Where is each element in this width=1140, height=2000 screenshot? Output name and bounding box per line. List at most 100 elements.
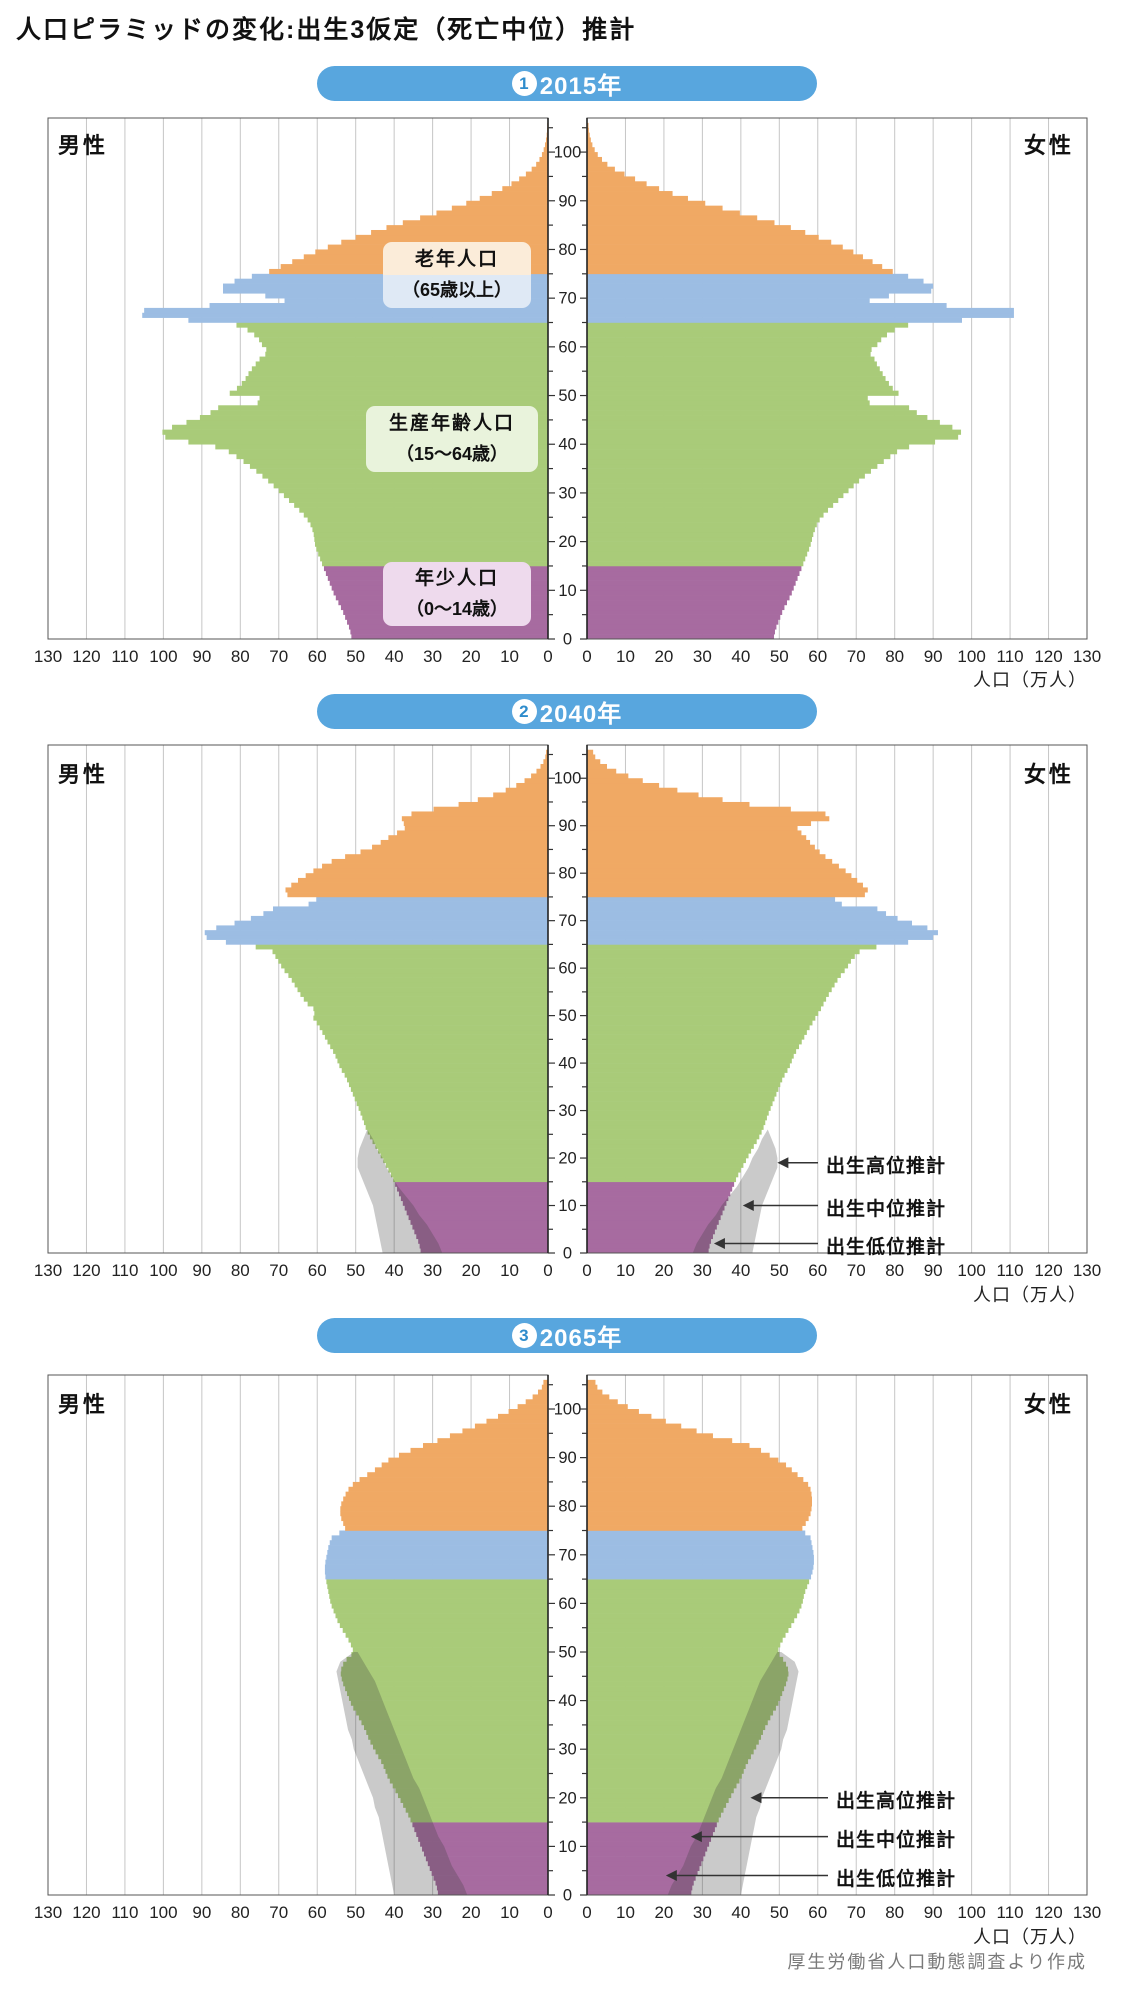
svg-text:70: 70 — [269, 1261, 288, 1280]
svg-text:40: 40 — [385, 1261, 404, 1280]
svg-text:20: 20 — [462, 1903, 481, 1922]
svg-text:130: 130 — [34, 647, 62, 666]
svg-text:110: 110 — [997, 1903, 1024, 1922]
svg-text:120: 120 — [1034, 647, 1062, 666]
svg-text:70: 70 — [847, 1903, 866, 1922]
page-title: 人口ピラミッドの変化:出生3仮定（死亡中位）推計 — [16, 16, 637, 44]
svg-text:20: 20 — [462, 647, 481, 666]
svg-text:10: 10 — [558, 1197, 576, 1215]
svg-text:10: 10 — [500, 647, 519, 666]
svg-text:120: 120 — [1034, 1903, 1062, 1922]
annotation-high-birth-2040: 出生高位推計 — [826, 1155, 947, 1177]
pop-axis-label-chart2: 人口（万人） — [973, 1285, 1087, 1305]
svg-text:90: 90 — [558, 192, 576, 210]
annotation-high-birth-2065: 出生高位推計 — [836, 1790, 957, 1812]
svg-text:50: 50 — [346, 1261, 365, 1280]
svg-text:20: 20 — [558, 1150, 576, 1168]
svg-text:0: 0 — [582, 1261, 591, 1280]
svg-text:40: 40 — [731, 1261, 750, 1280]
male-label-chart1: 男性 — [58, 133, 109, 158]
svg-text:0: 0 — [582, 647, 591, 666]
svg-text:90: 90 — [558, 1449, 576, 1467]
badge-2040: 2 2040年 — [317, 694, 817, 729]
svg-text:40: 40 — [558, 1055, 576, 1073]
svg-text:60: 60 — [308, 1903, 327, 1922]
svg-text:80: 80 — [885, 1261, 904, 1280]
svg-text:0: 0 — [563, 1887, 572, 1905]
svg-text:30: 30 — [693, 647, 712, 666]
svg-text:30: 30 — [558, 1102, 576, 1120]
svg-text:70: 70 — [269, 1903, 288, 1922]
svg-text:130: 130 — [34, 1261, 62, 1280]
svg-text:60: 60 — [808, 1261, 827, 1280]
svg-text:50: 50 — [770, 647, 789, 666]
legend-line2: （65歳以上） — [401, 280, 513, 300]
svg-text:100: 100 — [554, 144, 582, 162]
svg-text:70: 70 — [558, 1546, 576, 1564]
female-label-chart1: 女性 — [1023, 133, 1074, 158]
svg-text:50: 50 — [770, 1903, 789, 1922]
annotation-mid-birth-2040: 出生中位推計 — [826, 1198, 947, 1220]
annotation-low-birth-2040: 出生低位推計 — [826, 1236, 947, 1258]
svg-text:20: 20 — [654, 1903, 673, 1922]
svg-text:60: 60 — [308, 647, 327, 666]
badge-2015: 1 2015年 — [317, 66, 817, 101]
svg-text:80: 80 — [231, 1903, 250, 1922]
svg-text:50: 50 — [770, 1261, 789, 1280]
svg-text:50: 50 — [558, 387, 576, 405]
svg-text:100: 100 — [149, 647, 177, 666]
svg-text:90: 90 — [924, 647, 943, 666]
svg-text:90: 90 — [924, 1261, 943, 1280]
svg-text:20: 20 — [558, 1789, 576, 1807]
svg-text:120: 120 — [72, 647, 100, 666]
svg-text:70: 70 — [558, 912, 576, 930]
svg-text:100: 100 — [554, 770, 582, 788]
svg-text:60: 60 — [808, 1903, 827, 1922]
svg-text:30: 30 — [693, 1903, 712, 1922]
legend-young-population: 年少人口 （0～14歳） — [383, 562, 531, 626]
svg-text:100: 100 — [554, 1401, 582, 1419]
svg-text:30: 30 — [558, 1741, 576, 1759]
female-label-chart3: 女性 — [1023, 1392, 1074, 1417]
legend-line1: 生産年齢人口 — [388, 413, 515, 434]
badge-year: 2015年 — [539, 73, 623, 100]
svg-text:60: 60 — [558, 1595, 576, 1613]
svg-text:60: 60 — [558, 960, 576, 978]
svg-text:20: 20 — [654, 647, 673, 666]
svg-text:100: 100 — [149, 1903, 177, 1922]
badge-year: 2065年 — [539, 1325, 623, 1352]
svg-text:30: 30 — [423, 1261, 442, 1280]
svg-text:130: 130 — [1073, 1261, 1101, 1280]
svg-text:110: 110 — [997, 647, 1024, 666]
svg-text:40: 40 — [385, 1903, 404, 1922]
annotation-low-birth-2065: 出生低位推計 — [836, 1868, 957, 1890]
badge-number-circle: 2 — [511, 699, 537, 724]
svg-text:110: 110 — [111, 647, 138, 666]
svg-text:0: 0 — [543, 647, 552, 666]
svg-text:40: 40 — [385, 647, 404, 666]
svg-text:10: 10 — [500, 1261, 519, 1280]
svg-text:120: 120 — [72, 1903, 100, 1922]
svg-text:0: 0 — [563, 631, 572, 649]
svg-text:40: 40 — [558, 1692, 576, 1710]
svg-text:100: 100 — [149, 1261, 177, 1280]
svg-text:60: 60 — [308, 1261, 327, 1280]
svg-text:10: 10 — [558, 582, 576, 600]
svg-text:90: 90 — [192, 647, 211, 666]
svg-text:110: 110 — [111, 1903, 138, 1922]
svg-text:80: 80 — [558, 1498, 576, 1516]
svg-text:0: 0 — [543, 1261, 552, 1280]
svg-text:30: 30 — [693, 1261, 712, 1280]
legend-line1: 年少人口 — [414, 568, 499, 589]
svg-text:70: 70 — [847, 1261, 866, 1280]
legend-working-age-population: 生産年齢人口 （15～64歳） — [366, 406, 538, 472]
svg-text:120: 120 — [72, 1261, 100, 1280]
svg-text:80: 80 — [885, 1903, 904, 1922]
svg-text:90: 90 — [192, 1261, 211, 1280]
pop-axis-label-chart1: 人口（万人） — [973, 670, 1087, 690]
svg-text:40: 40 — [731, 647, 750, 666]
